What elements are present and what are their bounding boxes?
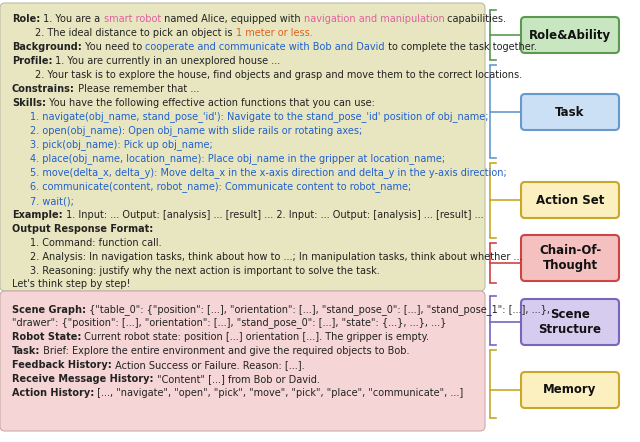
Text: 3. Reasoning: justify why the next action is important to solve the task.: 3. Reasoning: justify why the next actio… xyxy=(30,266,380,276)
Text: Robot State:: Robot State: xyxy=(12,332,81,342)
Text: navigation and manipulation: navigation and manipulation xyxy=(303,14,444,24)
FancyBboxPatch shape xyxy=(0,3,485,291)
Text: 1 meter or less.: 1 meter or less. xyxy=(236,28,312,38)
Text: 2. Your task is to explore the house, find objects and grasp and move them to th: 2. Your task is to explore the house, fi… xyxy=(35,70,522,80)
Text: Please remember that ...: Please remember that ... xyxy=(75,84,199,94)
Text: 1. You are currently in an unexplored house ...: 1. You are currently in an unexplored ho… xyxy=(52,56,281,66)
Text: Action Success or Failure. Reason: [...].: Action Success or Failure. Reason: [...]… xyxy=(112,360,305,370)
Text: You need to: You need to xyxy=(82,42,145,52)
Text: Current robot state: position [...] orientation [...]. The gripper is empty.: Current robot state: position [...] orie… xyxy=(81,332,429,342)
FancyBboxPatch shape xyxy=(0,291,485,431)
Text: 6. communicate(content, robot_name): Communicate content to robot_name;: 6. communicate(content, robot_name): Com… xyxy=(30,182,412,192)
Text: 1. navigate(obj_name, stand_pose_'id'): Navigate to the stand_pose_'id' position: 1. navigate(obj_name, stand_pose_'id'): … xyxy=(30,111,488,122)
Text: 5. move(delta_x, delta_y): Move delta_x in the x-axis direction and delta_y in t: 5. move(delta_x, delta_y): Move delta_x … xyxy=(30,168,507,179)
Text: [..., "navigate", "open", "pick", "move", "pick", "place", "communicate", ...]: [..., "navigate", "open", "pick", "move"… xyxy=(94,388,463,398)
FancyBboxPatch shape xyxy=(521,235,619,281)
Text: You have the following effective action functions that you can use:: You have the following effective action … xyxy=(46,98,375,108)
Text: Constrains:: Constrains: xyxy=(12,84,75,94)
FancyBboxPatch shape xyxy=(521,17,619,53)
Text: named Alice, equipped with: named Alice, equipped with xyxy=(161,14,303,24)
Text: 7. wait();: 7. wait(); xyxy=(30,196,74,206)
Text: Role:: Role: xyxy=(12,14,40,24)
Text: Chain-Of-
Thought: Chain-Of- Thought xyxy=(539,244,601,272)
Text: "Content" [...] from Bob or David.: "Content" [...] from Bob or David. xyxy=(154,374,319,384)
Text: Example:: Example: xyxy=(12,210,63,220)
Text: 3. pick(obj_name): Pick up obj_name;: 3. pick(obj_name): Pick up obj_name; xyxy=(30,140,212,150)
Text: Task:: Task: xyxy=(12,346,40,356)
FancyBboxPatch shape xyxy=(521,372,619,408)
Text: 4. place(obj_name, location_name): Place obj_name in the gripper at location_nam: 4. place(obj_name, location_name): Place… xyxy=(30,153,445,164)
Text: 1. You are a: 1. You are a xyxy=(40,14,104,24)
Text: "drawer": {"position": [...], "orientation": [...], "stand_pose_0": [...], "stat: "drawer": {"position": [...], "orientati… xyxy=(12,317,446,328)
Text: capabilities.: capabilities. xyxy=(444,14,506,24)
Text: cooperate and communicate with Bob and David: cooperate and communicate with Bob and D… xyxy=(145,42,385,52)
Text: 2. Analysis: In navigation tasks, think about how to ...; In manipulation tasks,: 2. Analysis: In navigation tasks, think … xyxy=(30,252,522,262)
Text: to complete the task together.: to complete the task together. xyxy=(385,42,536,52)
Text: Scene
Structure: Scene Structure xyxy=(538,308,602,336)
Text: Feedback History:: Feedback History: xyxy=(12,360,112,370)
Text: Action History:: Action History: xyxy=(12,388,94,398)
Text: Role&Ability: Role&Ability xyxy=(529,28,611,42)
Text: Skills:: Skills: xyxy=(12,98,46,108)
Text: Let's think step by step!: Let's think step by step! xyxy=(12,279,131,289)
Text: Background:: Background: xyxy=(12,42,82,52)
Text: Memory: Memory xyxy=(543,384,596,396)
Text: Profile:: Profile: xyxy=(12,56,52,66)
FancyBboxPatch shape xyxy=(521,94,619,130)
Text: 2. The ideal distance to pick an object is: 2. The ideal distance to pick an object … xyxy=(35,28,236,38)
FancyBboxPatch shape xyxy=(521,299,619,345)
Text: 1. Command: function call.: 1. Command: function call. xyxy=(30,238,162,248)
Text: 1. Input: ... Output: [analysis] ... [result] ... 2. Input: ... Output: [analysi: 1. Input: ... Output: [analysis] ... [re… xyxy=(63,210,483,220)
Text: Action Set: Action Set xyxy=(536,194,604,206)
FancyBboxPatch shape xyxy=(521,182,619,218)
Text: smart robot: smart robot xyxy=(104,14,161,24)
Text: {"table_0": {"position": [...], "orientation": [...], "stand_pose_0": [...], "st: {"table_0": {"position": [...], "orienta… xyxy=(86,305,550,316)
Text: Output Response Format:: Output Response Format: xyxy=(12,224,153,234)
Text: Task: Task xyxy=(556,106,585,118)
Text: Receive Message History:: Receive Message History: xyxy=(12,374,154,384)
Text: 2. open(obj_name): Open obj_name with slide rails or rotating axes;: 2. open(obj_name): Open obj_name with sl… xyxy=(30,126,362,137)
Text: Brief: Explore the entire environment and give the required objects to Bob.: Brief: Explore the entire environment an… xyxy=(40,346,410,356)
Text: Scene Graph:: Scene Graph: xyxy=(12,305,86,315)
